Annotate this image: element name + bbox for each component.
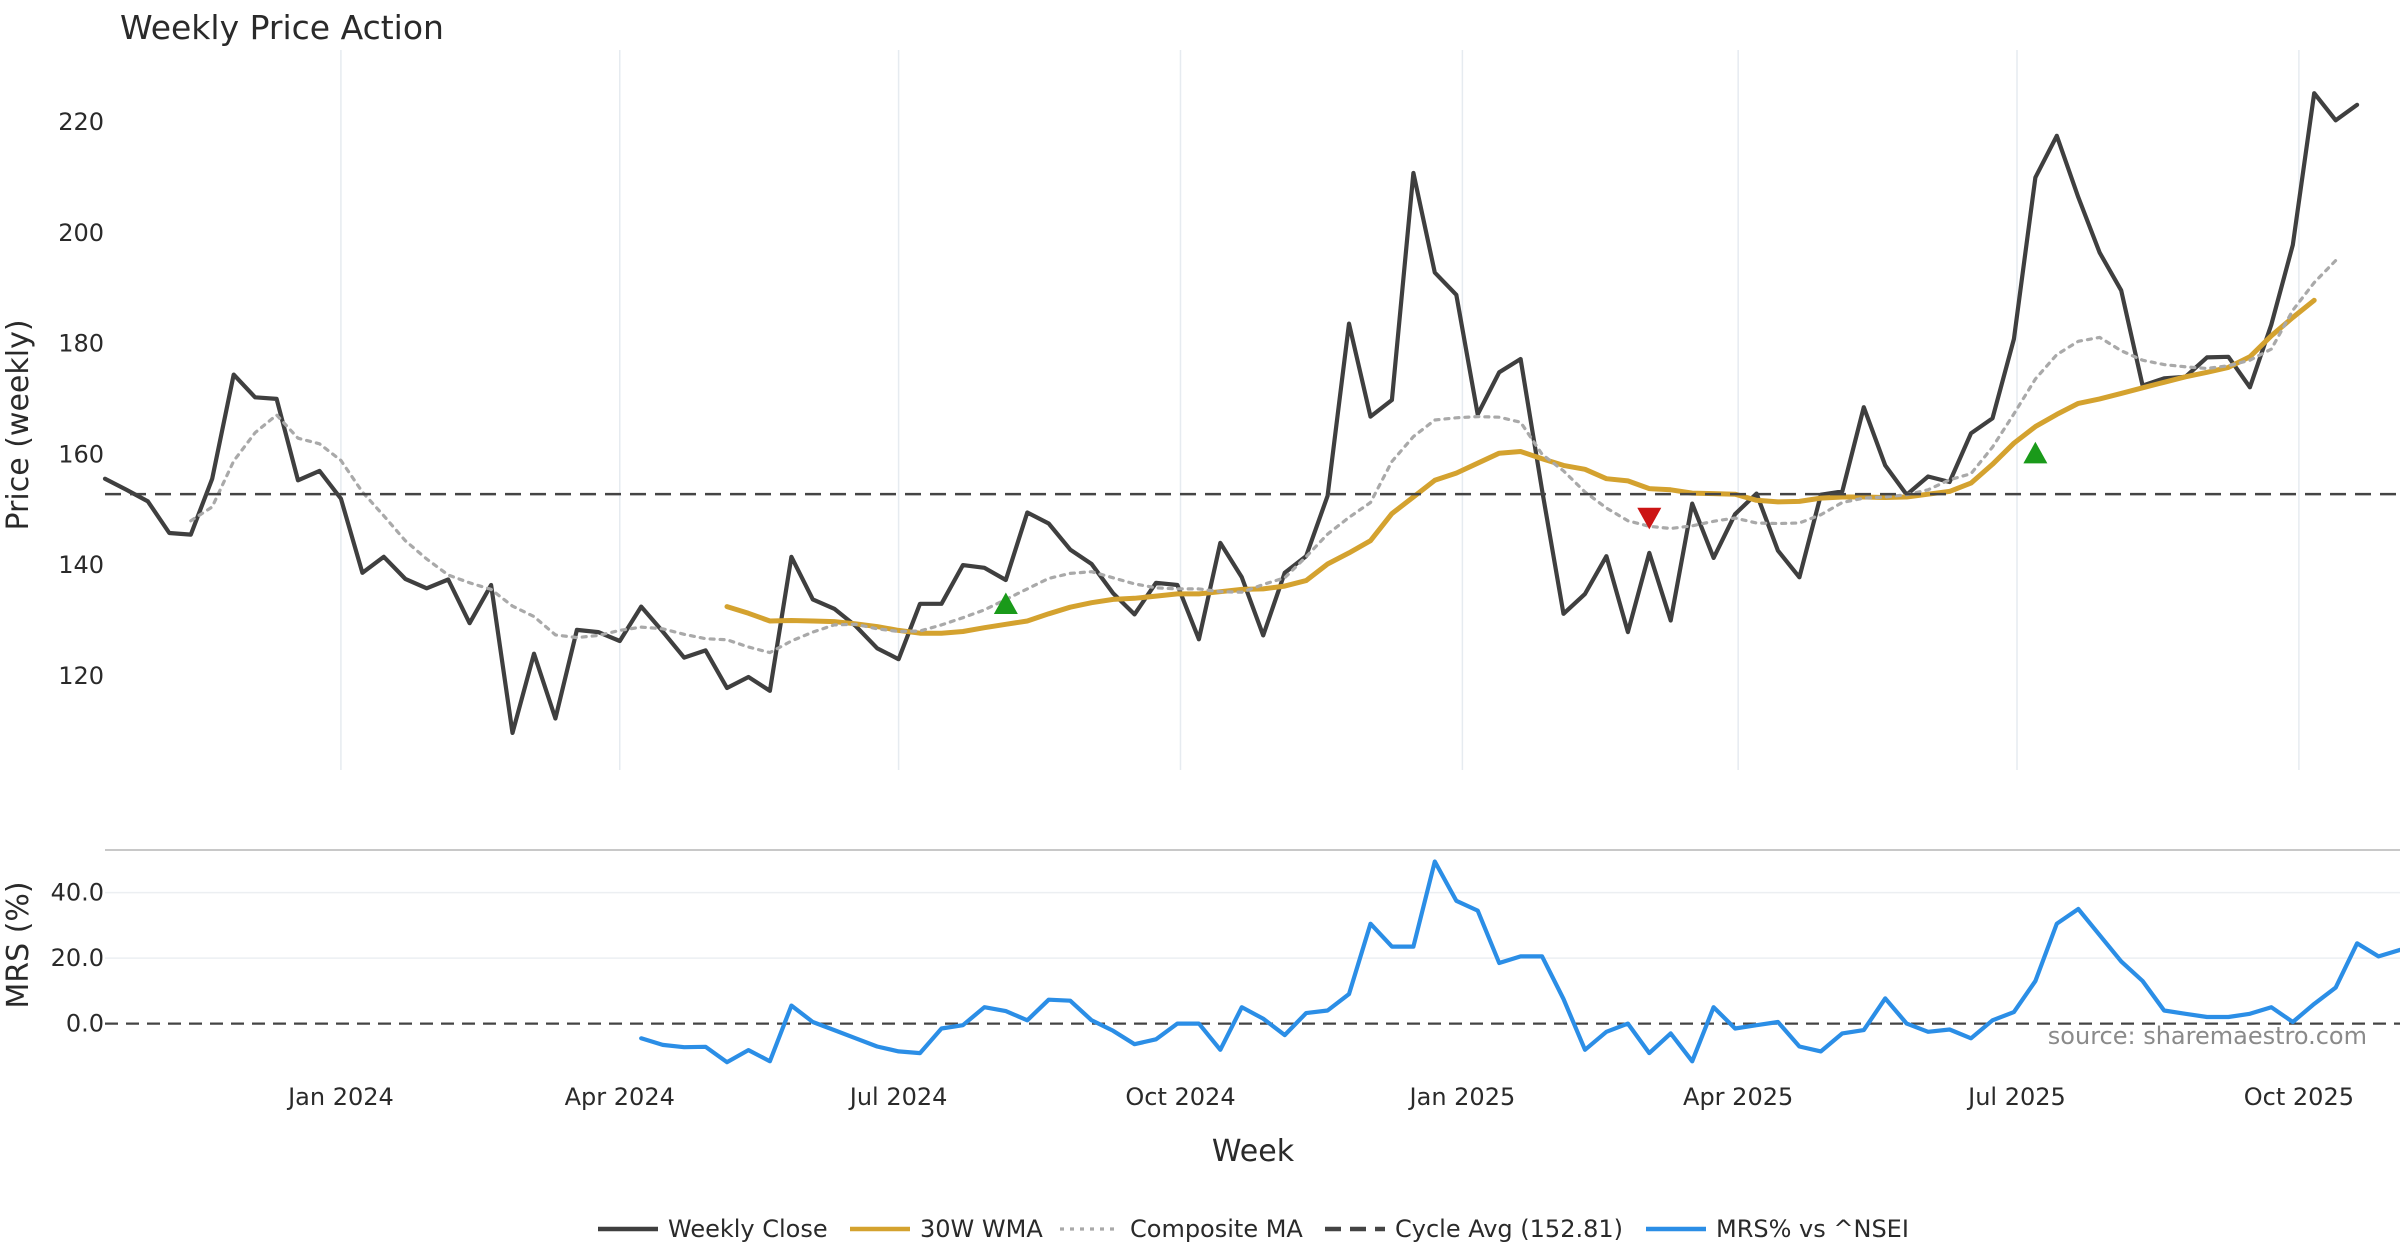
price-y-tick-label: 180 <box>58 330 104 358</box>
legend-entry: MRS% vs ^NSEI <box>1646 1215 1909 1243</box>
price-y-tick-label: 160 <box>58 440 104 468</box>
mrs-y-tick-label: 20.0 <box>51 944 104 972</box>
legend: Weekly Close 30W WMA Composite MA Cycle Avg… <box>598 1215 1909 1243</box>
legend-entry: Weekly Close <box>598 1215 828 1243</box>
x-tick-label: Oct 2025 <box>2244 1083 2354 1111</box>
price-y-tick-label: 200 <box>58 219 104 247</box>
x-axis-ticks: Jan 2024 Apr 2024 Jul 2024 Oct 2024 Jan 2025… <box>286 1083 2354 1111</box>
price-y-axis-label: Price (weekly) <box>1 319 36 530</box>
chart-title: Weekly Price Action <box>120 8 444 47</box>
price-y-tick-label: 120 <box>58 662 104 690</box>
composite-ma-line <box>189 258 2338 655</box>
price-y-tick-label: 140 <box>58 551 104 579</box>
x-tick-label: Apr 2025 <box>1683 1083 1793 1111</box>
legend-entry: Cycle Avg (152.81) <box>1325 1215 1623 1243</box>
price-series <box>102 91 2400 736</box>
legend-label: MRS% vs ^NSEI <box>1716 1215 1909 1243</box>
mrs-y-ticks: 0.0 20.0 40.0 <box>51 879 104 1038</box>
mrs-y-tick-label: 40.0 <box>51 879 104 907</box>
buy-signal-marker <box>2023 441 2048 464</box>
sell-signal-marker <box>1637 507 1662 530</box>
mrs-line <box>639 859 2400 1065</box>
buy-signal-marker <box>993 592 1018 615</box>
price-panel: 120 140 160 180 200 220 Price (weekly) <box>1 50 2400 770</box>
x-axis-label: Week <box>1212 1134 1295 1169</box>
legend-entry: Composite MA <box>1060 1215 1303 1243</box>
legend-label: Cycle Avg (152.81) <box>1395 1215 1623 1243</box>
source-annotation: source: sharemaestro.com <box>2048 1022 2367 1050</box>
mrs-series <box>639 859 2400 1065</box>
legend-entry: 30W WMA <box>850 1215 1043 1243</box>
mrs-panel: 0.0 20.0 40.0 MRS (%) source: sharemaestro… <box>1 849 2400 1065</box>
x-tick-label: Jan 2025 <box>1408 1083 1516 1111</box>
x-tick-label: Apr 2024 <box>565 1083 675 1111</box>
30w-wma-line <box>724 297 2317 636</box>
price-y-ticks: 120 140 160 180 200 220 <box>58 108 104 690</box>
x-tick-label: Jul 2024 <box>848 1083 948 1111</box>
legend-label: Composite MA <box>1130 1215 1303 1243</box>
x-tick-label: Jul 2025 <box>1966 1083 2066 1111</box>
mrs-y-tick-label: 0.0 <box>66 1010 104 1038</box>
x-tick-label: Oct 2024 <box>1125 1083 1235 1111</box>
legend-label: Weekly Close <box>668 1215 828 1243</box>
price-y-tick-label: 220 <box>58 108 104 136</box>
signal-markers <box>993 441 2048 615</box>
price-grid <box>340 50 2300 770</box>
legend-label: 30W WMA <box>920 1215 1043 1243</box>
x-tick-label: Jan 2024 <box>286 1083 394 1111</box>
mrs-y-axis-label: MRS (%) <box>1 881 36 1008</box>
weekly-close-line <box>102 91 2360 736</box>
mrs-grid <box>105 891 2400 1025</box>
